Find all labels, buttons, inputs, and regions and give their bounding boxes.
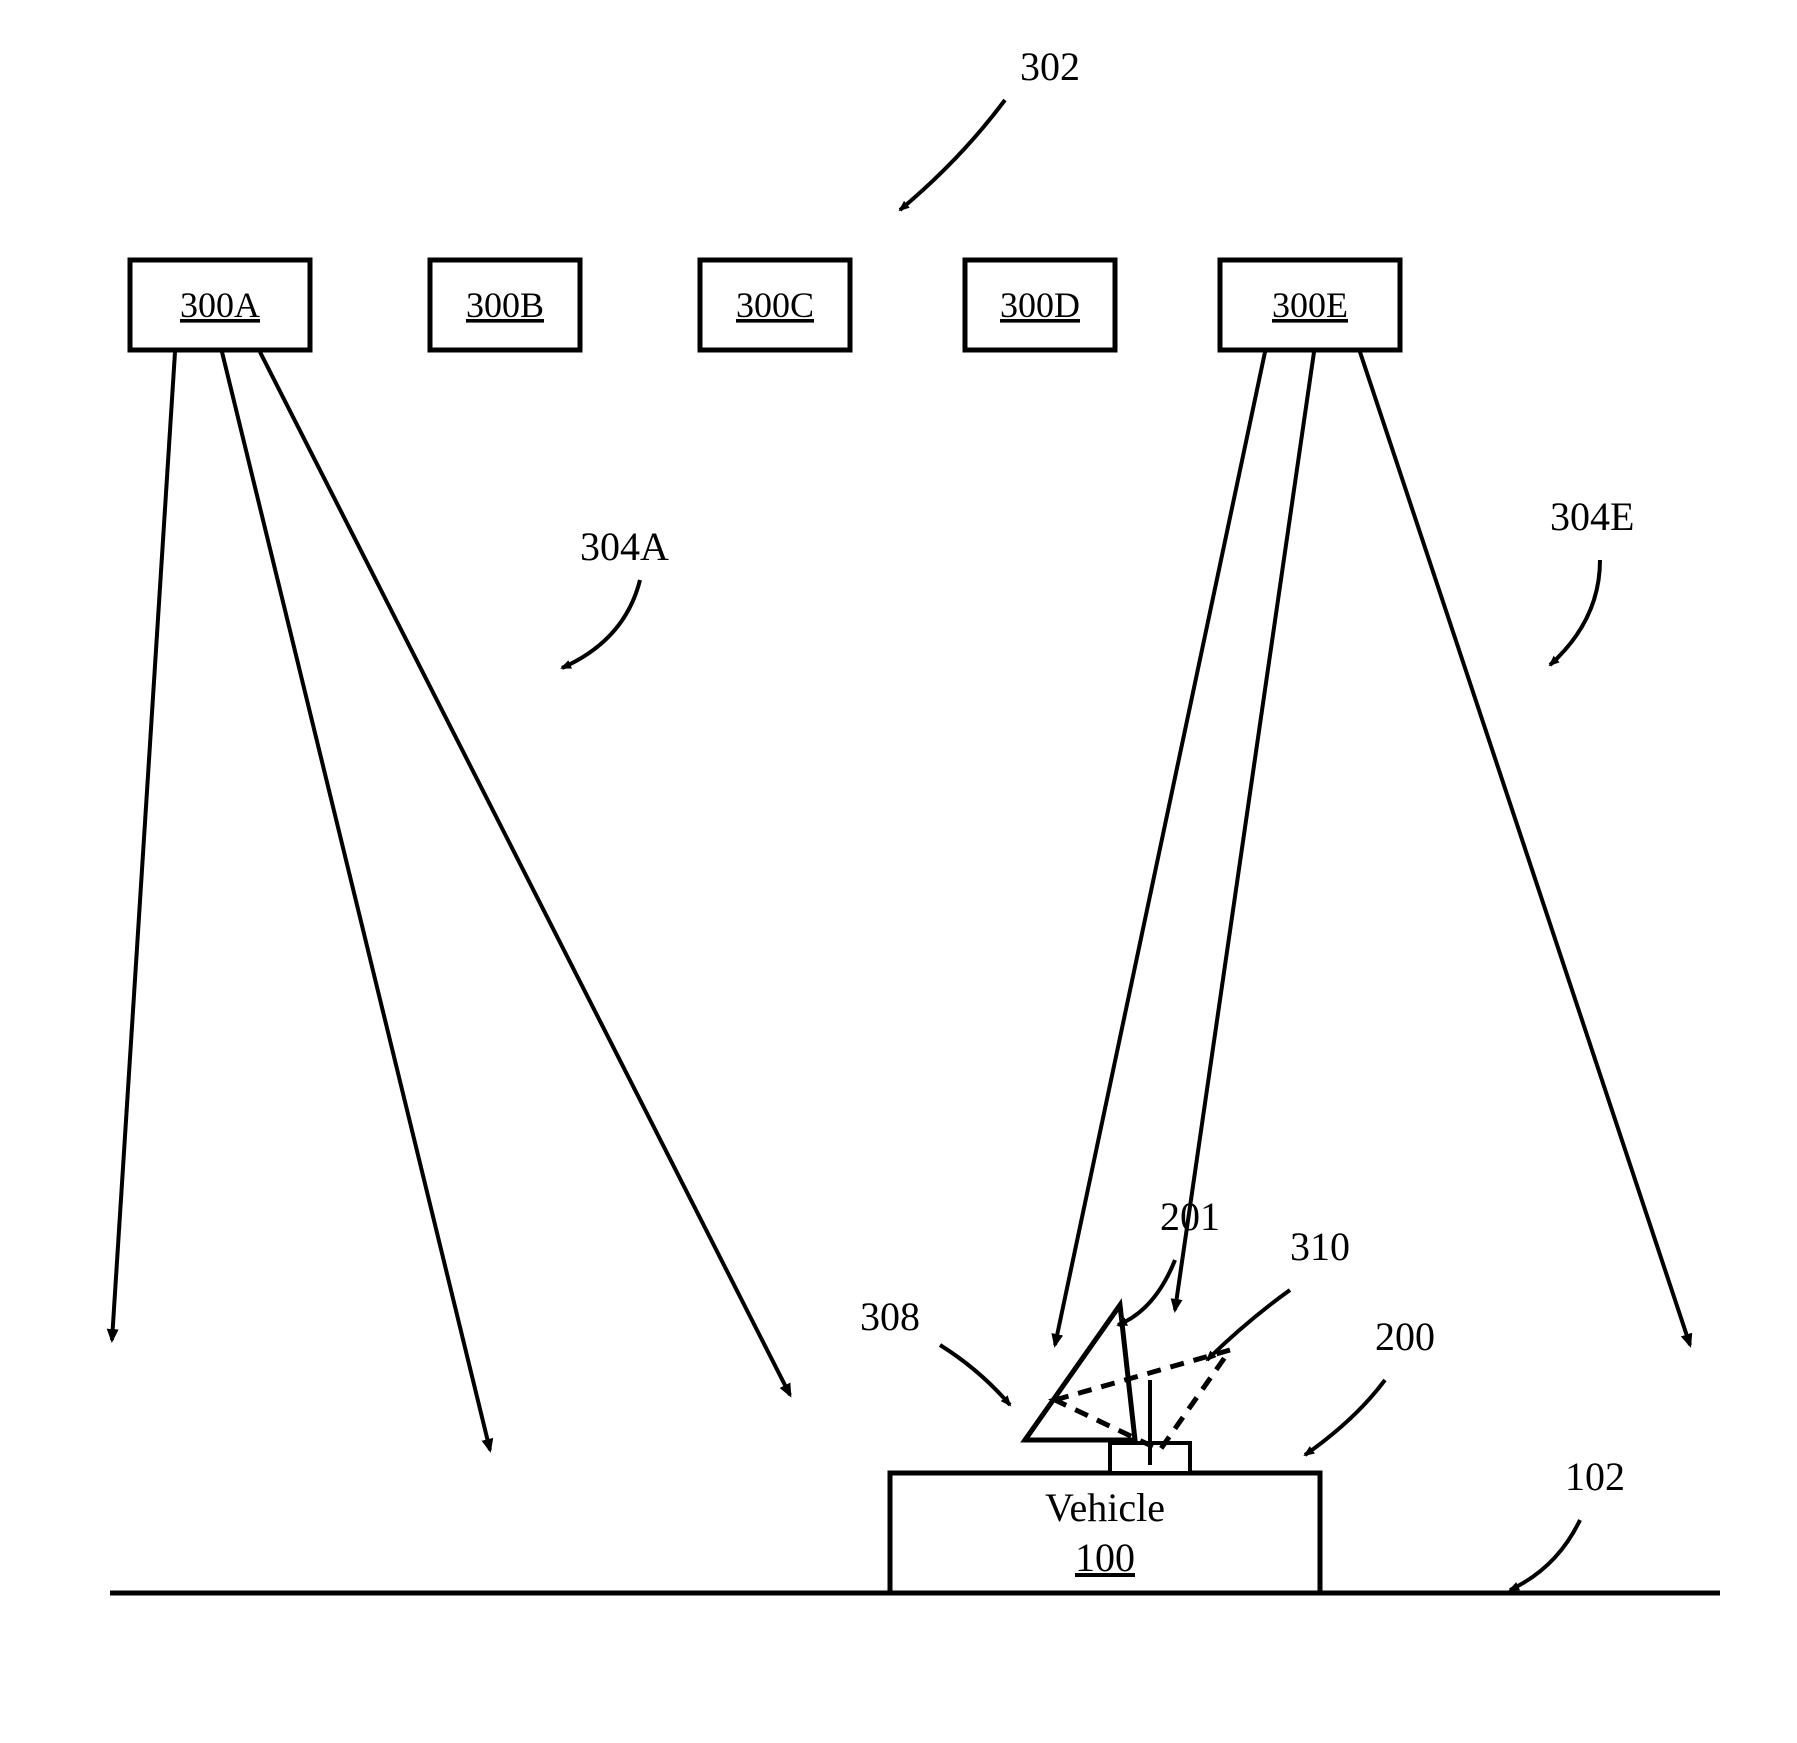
callout-arc-304A: [562, 580, 640, 668]
ref-label-304e: 304E: [1550, 494, 1634, 539]
ref-label-200: 200: [1375, 1314, 1435, 1359]
diagram-canvas: 300A 300B 300C 300D 300E Vehicle 100 302 304A…: [0, 0, 1797, 1743]
ref-label-310: 310: [1290, 1224, 1350, 1269]
signal-line-e-1: [1175, 352, 1314, 1310]
callout-arc-102: [1510, 1520, 1580, 1590]
satellite-label-a: 300A: [180, 285, 260, 325]
ref-label-304a: 304A: [580, 524, 669, 569]
callout-arc-304E: [1550, 560, 1600, 665]
satellite-label-b: 300B: [466, 285, 544, 325]
ref-label-308: 308: [860, 1294, 920, 1339]
callout-arc-310: [1207, 1290, 1290, 1360]
ref-label-302: 302: [1020, 44, 1080, 89]
signal-lines-from-a: [112, 352, 790, 1450]
ref-label-102: 102: [1565, 1454, 1625, 1499]
satellite-label-e: 300E: [1272, 285, 1348, 325]
callout-arc-201: [1118, 1260, 1175, 1325]
callout-arc-308: [940, 1345, 1010, 1405]
signal-line-a-1: [222, 352, 490, 1450]
vehicle-group: Vehicle 100: [890, 1305, 1320, 1593]
antenna-triangle-dashed: [1055, 1350, 1230, 1450]
signal-line-a-2: [260, 352, 790, 1395]
satellite-label-d: 300D: [1000, 285, 1080, 325]
callout-arc-302: [900, 100, 1005, 210]
signal-line-e-2: [1360, 352, 1690, 1345]
satellite-boxes-group: 300A 300B 300C 300D 300E: [130, 260, 1400, 350]
vehicle-number: 100: [1075, 1535, 1135, 1580]
signal-line-a-0: [112, 352, 175, 1340]
callout-arc-200: [1305, 1380, 1385, 1455]
vehicle-label: Vehicle: [1045, 1485, 1165, 1530]
satellite-label-c: 300C: [736, 285, 814, 325]
ref-label-201: 201: [1160, 1194, 1220, 1239]
